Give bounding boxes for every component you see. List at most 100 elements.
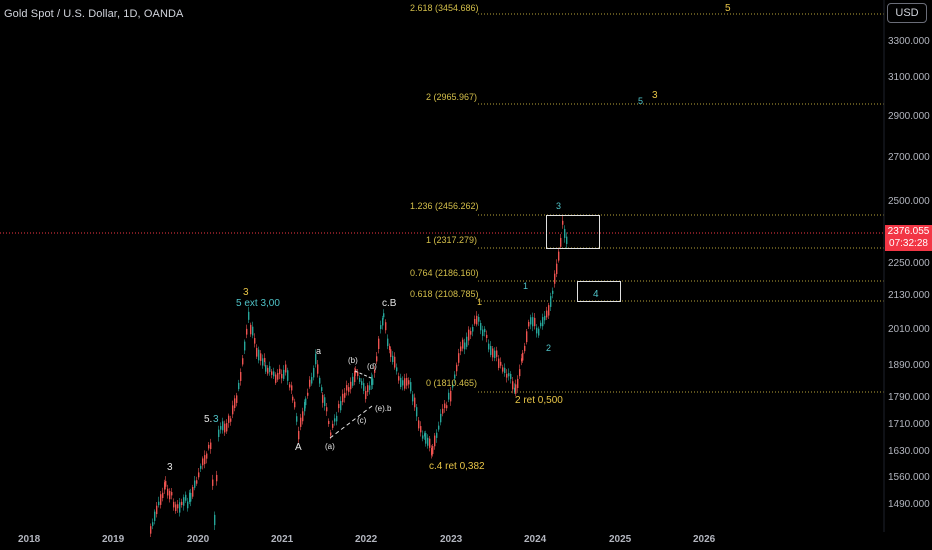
- candle-body: [552, 290, 554, 294]
- price-tick: 2500.000: [888, 196, 930, 207]
- candle-body: [177, 504, 179, 509]
- price-tick: 1790.000: [888, 392, 930, 403]
- wave-label: (b): [348, 356, 358, 365]
- candle-body: [183, 497, 185, 506]
- candle-body: [244, 341, 246, 351]
- candle-body: [476, 315, 478, 325]
- candle-body: [298, 430, 300, 440]
- candle-body: [228, 415, 230, 423]
- candle-body: [484, 328, 486, 333]
- candle-body: [185, 494, 187, 501]
- candle-body: [248, 311, 250, 320]
- candle-body: [438, 425, 440, 430]
- candle-body: [175, 504, 177, 512]
- price-tick: 3300.000: [888, 36, 930, 47]
- candle-body: [285, 364, 287, 373]
- candle-body: [560, 237, 562, 247]
- candle-body: [324, 397, 326, 407]
- candle-body: [466, 336, 468, 347]
- candle-body: [546, 310, 548, 318]
- wave-label: 5 ext 3,00: [236, 298, 280, 309]
- candle-body: [442, 408, 444, 414]
- candle-body: [540, 322, 542, 327]
- candle-body: [152, 522, 154, 526]
- candle-body: [240, 372, 242, 381]
- candle-body: [289, 384, 291, 388]
- candle-body: [252, 326, 254, 336]
- candle-body: [448, 392, 450, 400]
- time-tick: 2021: [271, 534, 294, 545]
- candle-body: [294, 401, 296, 408]
- currency-button[interactable]: USD: [887, 3, 927, 23]
- candle-body: [311, 377, 313, 384]
- candle-body: [189, 492, 191, 503]
- candle-body: [440, 413, 442, 423]
- wave3-target-box[interactable]: [546, 215, 600, 249]
- candle-body: [416, 407, 418, 417]
- bar-countdown: 07:32:28: [889, 238, 928, 249]
- candle-body: [346, 385, 348, 391]
- candle-body: [350, 381, 352, 390]
- candle-body: [162, 492, 164, 498]
- candle-body: [328, 420, 330, 425]
- candle-body: [369, 385, 371, 390]
- candle-body: [267, 367, 269, 374]
- candle-body: [330, 432, 332, 436]
- candle-body: [408, 380, 410, 385]
- candle-body: [357, 371, 359, 377]
- candle-body: [220, 426, 222, 430]
- candle-body: [456, 364, 458, 372]
- candle-body: [500, 361, 502, 366]
- candle-body: [406, 377, 408, 386]
- candle-body: [154, 511, 156, 521]
- candle-body: [480, 323, 482, 331]
- fib-label-0764: 0.764 (2186.160): [410, 268, 479, 278]
- candle-body: [204, 455, 206, 465]
- candle-body: [418, 420, 420, 429]
- candle-body: [179, 502, 181, 513]
- time-tick: 2019: [102, 534, 125, 545]
- price-tick: 1560.000: [888, 472, 930, 483]
- candle-body: [446, 405, 448, 409]
- wave-trendline-upper: [354, 370, 372, 379]
- candle-body: [382, 318, 384, 326]
- candle-body: [361, 381, 363, 385]
- wave4-target-box[interactable]: [577, 281, 621, 302]
- candle-body: [532, 317, 534, 327]
- candle-body: [429, 438, 431, 448]
- candle-body: [164, 482, 166, 490]
- wave-label: 3: [243, 287, 249, 298]
- candle-body: [431, 448, 433, 456]
- candle-body: [340, 401, 342, 411]
- candle-body: [342, 393, 344, 403]
- candle-body: [304, 402, 306, 412]
- wave-trendline: [329, 405, 373, 439]
- candle-body: [517, 378, 519, 389]
- candle-body: [402, 380, 404, 386]
- candle-body: [521, 358, 523, 362]
- time-tick: 2018: [18, 534, 41, 545]
- wave-label: (e).b: [375, 404, 392, 413]
- candle-body: [422, 435, 424, 439]
- candle-body: [208, 444, 210, 449]
- price-tick: 2900.000: [888, 111, 930, 122]
- candle-body: [317, 364, 319, 374]
- candle-body: [460, 346, 462, 352]
- candle-body: [427, 437, 429, 446]
- candle-body: [283, 369, 285, 379]
- candle-body: [434, 435, 436, 447]
- candle-body: [488, 343, 490, 350]
- candle-body: [378, 338, 380, 349]
- candle-body: [394, 356, 396, 368]
- candle-body: [307, 392, 309, 396]
- candle-body: [271, 371, 273, 375]
- wave-label: 1: [477, 297, 483, 307]
- candle-body: [412, 394, 414, 402]
- wave-label: c.B: [382, 298, 397, 309]
- candle-body: [519, 369, 521, 377]
- candle-body: [160, 494, 162, 505]
- candle-body: [468, 329, 470, 341]
- candle-body: [492, 348, 494, 358]
- candle-body: [390, 349, 392, 358]
